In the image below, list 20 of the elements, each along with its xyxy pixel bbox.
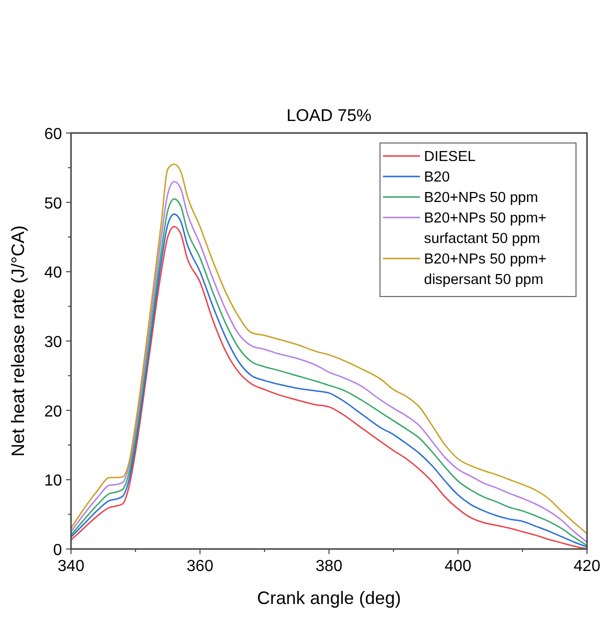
- y-tick-label: 60: [44, 126, 62, 143]
- legend-label: DIESEL: [424, 149, 476, 165]
- x-tick-label: 420: [574, 558, 600, 575]
- y-tick-label: 0: [53, 542, 62, 559]
- x-tick-label: 340: [58, 558, 84, 575]
- y-tick-label: 30: [44, 334, 62, 351]
- x-axis-title: Crank angle (deg): [256, 588, 402, 608]
- x-tick-label: 400: [444, 558, 472, 575]
- legend-label: B20+NPs 50 ppm+ dispersant 50 ppm: [424, 252, 547, 288]
- y-tick-label: 20: [44, 403, 62, 420]
- y-tick-label: 50: [44, 195, 62, 212]
- x-tick-label: 380: [316, 558, 342, 575]
- x-tick-label: 360: [186, 558, 214, 575]
- y-axis-title: Net heat release rate (J/°CA): [8, 225, 28, 457]
- chart-title: LOAD 75%: [286, 106, 372, 125]
- legend-label: B20: [424, 170, 450, 186]
- y-tick-label: 10: [44, 472, 62, 490]
- legend-label: B20+NPs 50 ppm+ surfactant 50 ppm: [424, 210, 547, 247]
- y-tick-label: 40: [44, 264, 62, 282]
- legend-label: B20+NPs 50 ppm: [424, 190, 538, 206]
